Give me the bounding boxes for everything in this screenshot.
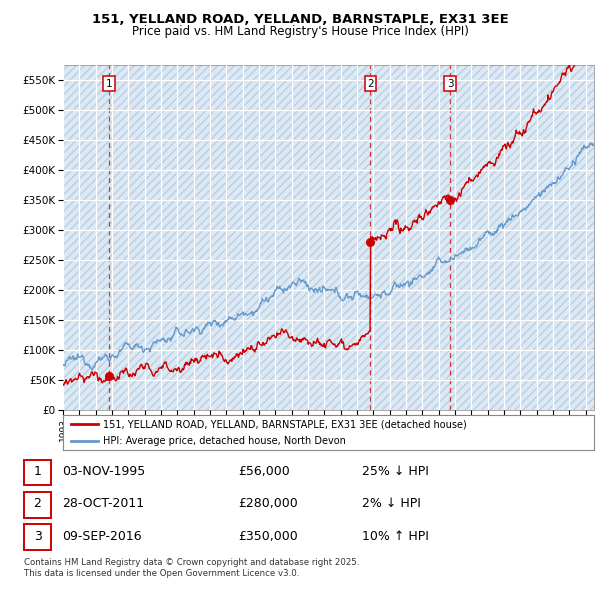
Text: 1: 1 [106,79,113,89]
Text: 3: 3 [34,530,41,543]
FancyBboxPatch shape [24,492,51,517]
Text: HPI: Average price, detached house, North Devon: HPI: Average price, detached house, Nort… [103,435,346,445]
Text: 1: 1 [34,466,41,478]
FancyBboxPatch shape [24,525,51,550]
Text: 151, YELLAND ROAD, YELLAND, BARNSTAPLE, EX31 3EE (detached house): 151, YELLAND ROAD, YELLAND, BARNSTAPLE, … [103,419,467,430]
Text: Contains HM Land Registry data © Crown copyright and database right 2025.
This d: Contains HM Land Registry data © Crown c… [24,558,359,578]
Text: 2: 2 [34,497,41,510]
Text: 28-OCT-2011: 28-OCT-2011 [62,497,145,510]
Text: 2: 2 [367,79,374,89]
Text: 2% ↓ HPI: 2% ↓ HPI [362,497,421,510]
Text: 10% ↑ HPI: 10% ↑ HPI [362,530,429,543]
Text: £280,000: £280,000 [238,497,298,510]
Text: 3: 3 [447,79,454,89]
Text: 151, YELLAND ROAD, YELLAND, BARNSTAPLE, EX31 3EE: 151, YELLAND ROAD, YELLAND, BARNSTAPLE, … [92,13,508,26]
Text: 09-SEP-2016: 09-SEP-2016 [62,530,142,543]
Text: Price paid vs. HM Land Registry's House Price Index (HPI): Price paid vs. HM Land Registry's House … [131,25,469,38]
Text: 03-NOV-1995: 03-NOV-1995 [62,466,146,478]
FancyBboxPatch shape [24,460,51,486]
Text: £56,000: £56,000 [238,466,290,478]
Text: £350,000: £350,000 [238,530,298,543]
Text: 25% ↓ HPI: 25% ↓ HPI [362,466,429,478]
